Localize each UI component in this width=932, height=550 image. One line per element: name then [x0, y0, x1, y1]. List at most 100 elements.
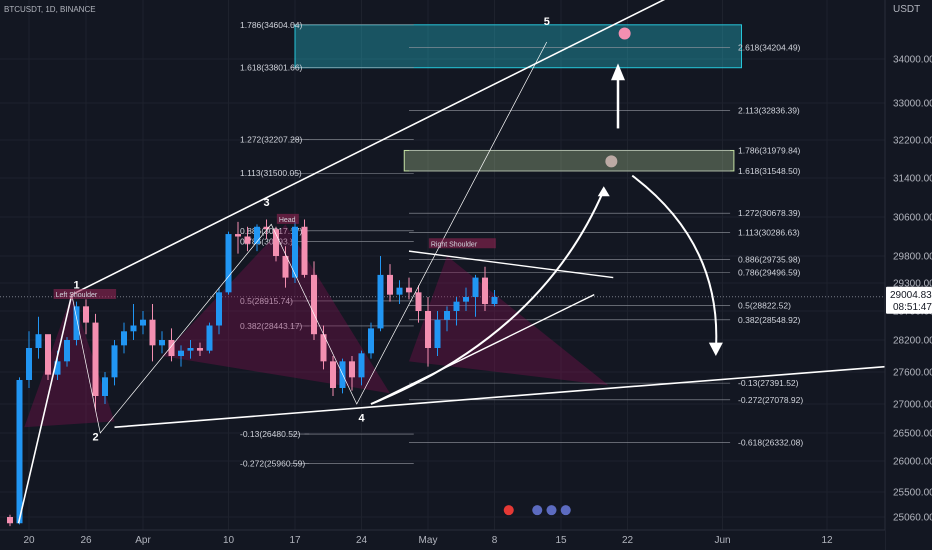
candle-body [168, 340, 175, 356]
candle-body [35, 334, 42, 348]
candle-body [45, 334, 51, 375]
candle-body [149, 319, 156, 346]
candle-body [453, 301, 460, 311]
candle-body [406, 287, 412, 293]
price-tick-label: 30600.00 [893, 213, 932, 224]
projection-arc-up [370, 189, 605, 405]
price-tick-label: 26500.00 [893, 429, 932, 440]
candle-body [140, 319, 146, 326]
left-shoulder-label-bg [53, 289, 117, 299]
event-flag-icon [560, 505, 571, 516]
fib-left-label: 0.5(28915.74) [240, 296, 293, 306]
candle-body [368, 328, 374, 354]
monkey-icon [618, 27, 631, 40]
candle-body [311, 274, 317, 335]
time-axis[interactable]: 20 26 Apr 10 17 24 May 8 15 22 Jun 12 [0, 529, 885, 550]
time-axis-background [0, 530, 885, 550]
fib-target-zone [294, 24, 742, 69]
candle-body [415, 292, 422, 311]
candle-body [73, 306, 80, 340]
projection-arrowhead [597, 186, 610, 197]
wave-count-line [71, 41, 548, 434]
candle-body [358, 353, 365, 378]
candle-body [187, 348, 194, 351]
price-tick-label: 29800.00 [893, 252, 932, 263]
price-tag-box [886, 286, 932, 314]
candle-body [16, 380, 23, 524]
candles [7, 219, 498, 527]
candle-body [235, 234, 241, 237]
fib-right-label: 2.113(32836.39) [738, 106, 800, 116]
price-tick-label: 27000.00 [893, 400, 932, 411]
fib-right-label: 1.786(31979.84) [738, 145, 801, 155]
fib-left-label: 1.113(31500.05) [240, 168, 302, 178]
candle-body [102, 377, 108, 396]
fib-mid-zone [403, 149, 735, 172]
candle-body [434, 319, 441, 348]
candle-body [92, 322, 99, 396]
right-shoulder-label-bg [428, 238, 496, 249]
candle-body [273, 229, 279, 256]
candle-body [197, 348, 203, 351]
fib-right-label: 0.5(28822.52) [738, 300, 791, 310]
time-tick-label: 20 [23, 535, 35, 546]
candle-body [7, 517, 13, 524]
candle-body [64, 340, 70, 362]
price-tag-countdown: 08:51:47 [893, 302, 932, 313]
drop-arc [631, 174, 718, 351]
time-tick-label: 12 [821, 535, 833, 546]
fib-right-label: 1.618(31548.50) [738, 166, 801, 176]
fib-right-label: 1.272(30678.39) [738, 208, 801, 218]
wave-label: 1 [73, 280, 79, 292]
fib-right-label: 0.786(29496.59) [738, 267, 801, 277]
channel-upper-line [71, 0, 666, 296]
price-axis[interactable]: 25060.00 25500.00 26000.00 26500.00 27000.00… [884, 0, 932, 550]
candle-body [159, 340, 165, 346]
candle-body [349, 361, 355, 378]
fib-left-label: 1.618(33801.66) [240, 63, 303, 73]
candle-body [425, 311, 431, 348]
wave-label: 5 [544, 16, 550, 28]
fib-lines: 1.786(34604.04) 1.618(33801.66) 1.272(3220… [0, 20, 885, 468]
candle-body [254, 226, 260, 244]
fib-right-label: 0.886(29735.98) [738, 254, 801, 264]
candle-body [387, 274, 393, 295]
candle-body [130, 325, 137, 332]
head-label: Head [279, 217, 296, 224]
wave-label: 4 [358, 412, 365, 424]
candle-body [121, 331, 127, 346]
candle-body [463, 297, 469, 302]
candle-body [301, 226, 308, 275]
price-tick-label: 26000.00 [893, 457, 932, 468]
trend-drawings [17, 0, 886, 524]
fib-right-label: -0.13(27391.52) [738, 378, 799, 388]
head-label-bg [276, 213, 299, 224]
price-tick-label: 25500.00 [893, 488, 932, 499]
time-tick-label: 15 [555, 535, 567, 546]
time-tick-label: 10 [223, 535, 235, 546]
fib-right-label: 0.382(28548.92) [738, 315, 801, 325]
candle-body [244, 236, 251, 244]
left-shoulder-label: Left Shoulder [56, 292, 98, 299]
time-tick-label: 22 [622, 535, 634, 546]
price-tick-label: 34000.00 [893, 55, 932, 66]
price-tick-label: 33000.00 [893, 99, 932, 110]
time-tick-label: 8 [492, 535, 498, 546]
price-tick-label: 31400.00 [893, 174, 932, 185]
fib-left-label: 1.786(34604.04) [240, 20, 303, 30]
candle-body [26, 348, 32, 380]
fib-right-label: 1.113(30286.63) [738, 227, 800, 237]
wave-label: 2 [92, 431, 98, 443]
channel-upper-line [17, 294, 73, 524]
time-tick-label: Apr [135, 535, 151, 546]
target-arrowhead [611, 63, 625, 81]
event-flag-icon [546, 505, 557, 516]
head-area [162, 224, 390, 394]
candle-body [178, 350, 184, 356]
candle-body [320, 334, 327, 362]
price-tick-label: 32200.00 [893, 136, 932, 147]
fib-left-label: 1.272(32207.28) [240, 135, 303, 145]
